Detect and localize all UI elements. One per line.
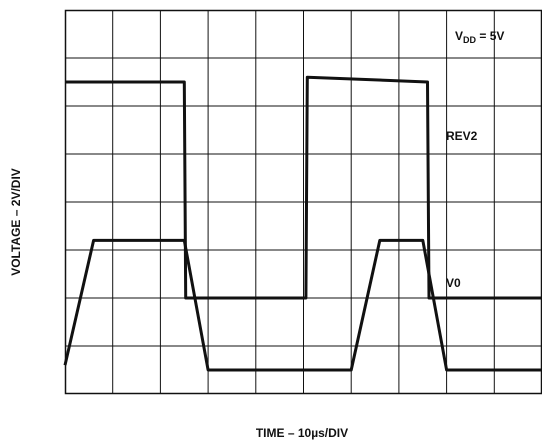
x-axis-label-mu: µ bbox=[311, 426, 319, 440]
x-axis-label-prefix: TIME – 10 bbox=[255, 426, 312, 440]
vdd-annotation: VDD = 5V bbox=[455, 29, 504, 45]
x-axis-label-suffix: s/DIV bbox=[318, 426, 349, 440]
y-axis-label: VOLTAGE – 2V/DIV bbox=[9, 168, 23, 276]
series-label-rev2: REV2 bbox=[446, 129, 478, 143]
trace-group bbox=[63, 75, 542, 372]
series-label-v0: V0 bbox=[446, 276, 461, 290]
trace-v0 bbox=[63, 238, 542, 372]
plot-grid bbox=[64, 9, 542, 395]
x-axis-label: TIME – 10µs/DIV bbox=[256, 426, 348, 440]
trace-rev2 bbox=[65, 75, 542, 300]
